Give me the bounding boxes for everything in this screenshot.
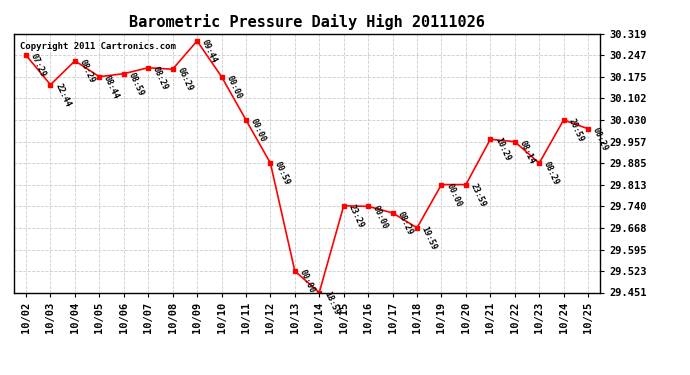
Text: 08:29: 08:29 (395, 210, 414, 237)
Text: Copyright 2011 Cartronics.com: Copyright 2011 Cartronics.com (19, 42, 175, 51)
Text: 00:00: 00:00 (297, 268, 316, 295)
Text: 09:44: 09:44 (200, 38, 219, 64)
Text: 08:44: 08:44 (102, 74, 121, 100)
Text: 00:00: 00:00 (224, 74, 243, 100)
Text: 06:29: 06:29 (175, 66, 194, 93)
Text: 19:59: 19:59 (420, 225, 439, 252)
Text: 08:29: 08:29 (78, 58, 97, 84)
Text: 08:29: 08:29 (542, 160, 561, 187)
Text: 10:29: 10:29 (493, 136, 512, 163)
Text: 08:14: 08:14 (518, 139, 536, 165)
Text: 20:59: 20:59 (566, 117, 585, 144)
Text: 23:29: 23:29 (346, 203, 365, 229)
Text: 00:00: 00:00 (248, 117, 268, 144)
Title: Barometric Pressure Daily High 20111026: Barometric Pressure Daily High 20111026 (129, 14, 485, 30)
Text: 07:29: 07:29 (29, 53, 48, 79)
Text: 23:59: 23:59 (469, 182, 487, 208)
Text: 08:29: 08:29 (151, 65, 170, 92)
Text: 00:00: 00:00 (444, 182, 463, 208)
Text: 18:59: 18:59 (322, 290, 341, 316)
Text: 08:59: 08:59 (126, 71, 146, 98)
Text: 22:44: 22:44 (53, 82, 72, 108)
Text: 00:29: 00:29 (591, 126, 609, 153)
Text: 00:59: 00:59 (273, 160, 292, 187)
Text: 00:00: 00:00 (371, 204, 390, 230)
